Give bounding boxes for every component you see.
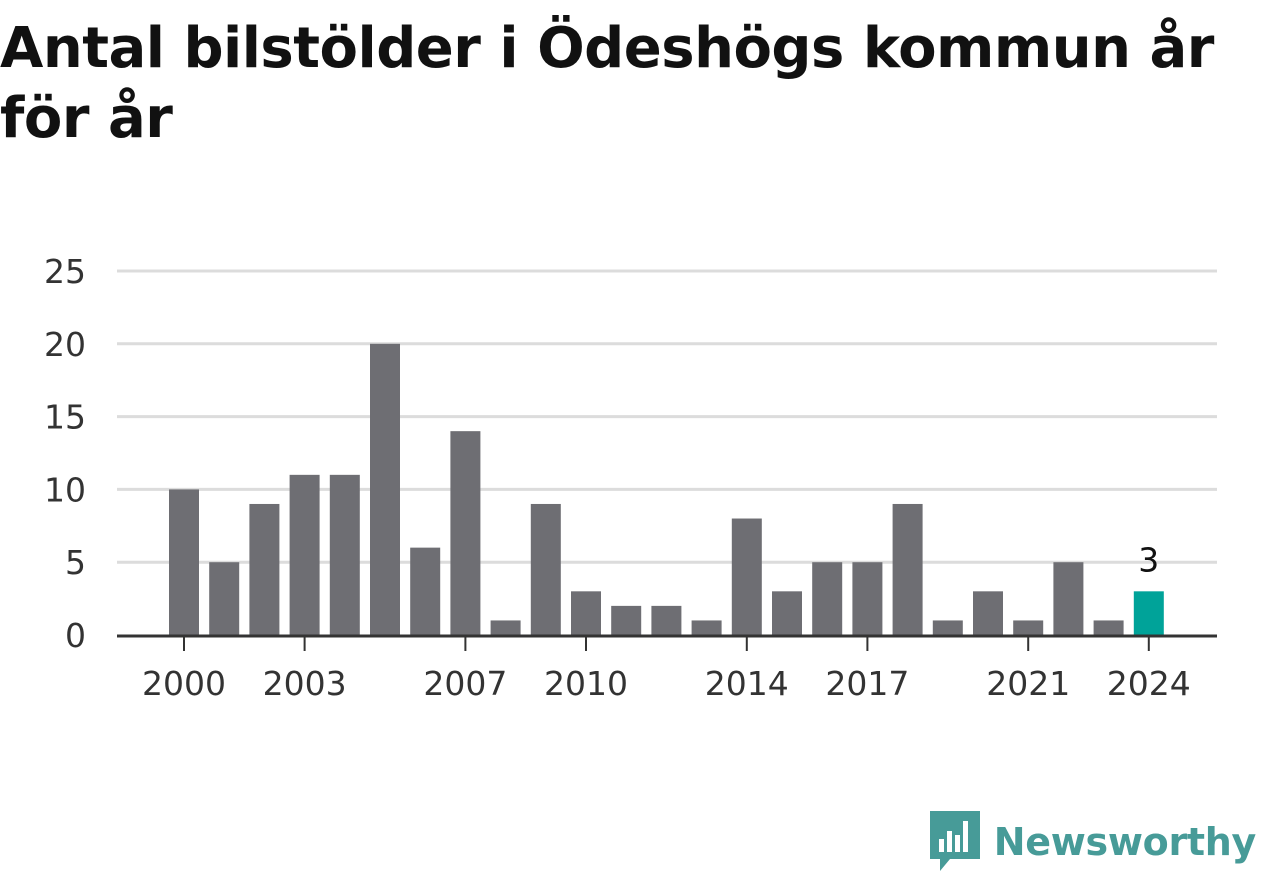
bar-2024	[1133, 591, 1164, 635]
x-tick-label: 2007	[423, 664, 507, 703]
bars	[169, 343, 1164, 635]
y-tick-label: 25	[44, 252, 86, 291]
bar-2009	[530, 503, 561, 635]
brand-name: Newsworthy	[993, 820, 1257, 864]
bar-2008	[490, 620, 521, 635]
bar-2011	[611, 605, 642, 635]
bar-2000	[169, 489, 199, 635]
bar-chart-speech-bubble-icon	[929, 811, 980, 871]
x-tick-label: 2000	[142, 664, 226, 703]
x-tick-label: 2014	[705, 664, 789, 703]
bar-2003	[289, 474, 320, 635]
y-tick-label: 10	[44, 470, 86, 509]
data-labels: 3	[1138, 540, 1159, 579]
bar-2004	[329, 474, 360, 635]
y-tick-label: 5	[65, 543, 86, 582]
bar-2010	[571, 591, 601, 635]
x-tick-label: 2017	[825, 664, 909, 703]
bar-2021	[1013, 620, 1044, 635]
bar-2017	[852, 562, 883, 635]
data-label-2024: 3	[1138, 540, 1159, 579]
bar-2002	[249, 503, 280, 635]
y-tick-label: 0	[65, 616, 86, 655]
x-axis-ticks: 2000 2003 2007 2010 2014 2017 2021 2024	[142, 664, 1191, 703]
bar-2015	[772, 591, 802, 635]
bar-2006	[410, 547, 441, 635]
bar-2022	[1053, 562, 1084, 635]
bar-2014	[731, 518, 762, 635]
y-axis-ticks: 0 5 10 15 20 25	[44, 252, 86, 655]
bar-2001	[209, 562, 240, 635]
x-axis-tick-marks	[183, 636, 1150, 651]
x-tick-label: 2003	[263, 664, 347, 703]
y-tick-label: 20	[44, 325, 86, 364]
x-tick-label: 2021	[986, 664, 1070, 703]
bar-2016	[812, 562, 843, 635]
x-tick-label: 2024	[1107, 664, 1191, 703]
bar-2020	[973, 591, 1003, 635]
x-tick-label: 2010	[544, 664, 628, 703]
bar-2012	[651, 605, 682, 635]
bar-2019	[932, 620, 963, 635]
bar-2018	[892, 503, 923, 635]
bar-2013	[691, 620, 722, 635]
y-tick-label: 15	[44, 398, 86, 437]
bar-2023	[1093, 620, 1124, 635]
gridlines	[117, 269, 1217, 564]
bar-2007	[450, 431, 481, 635]
chart-title: Antal bilstölder i Ödeshögs kommun år fö…	[0, 16, 1214, 151]
bar-2005	[370, 343, 400, 635]
newsworthy-logo: Newsworthy	[929, 809, 1257, 875]
